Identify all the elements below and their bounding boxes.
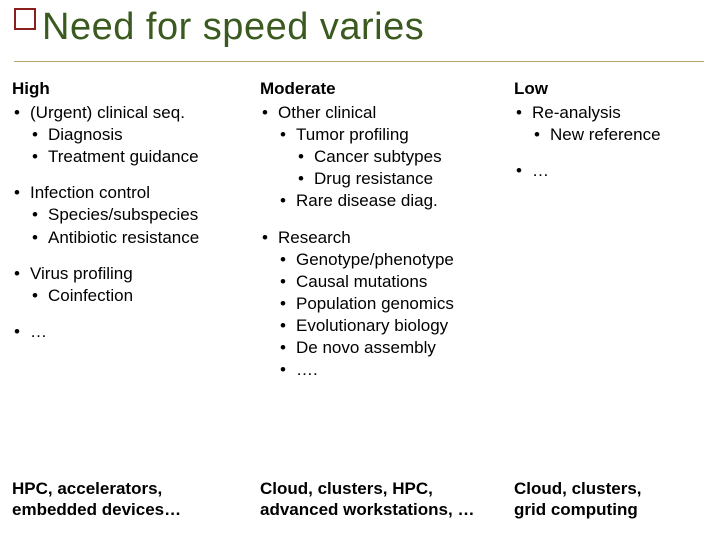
list-high: Infection control Species/subspecies Ant… bbox=[12, 182, 254, 248]
list-item: Population genomics bbox=[278, 293, 508, 315]
item-text: Antibiotic resistance bbox=[48, 228, 199, 247]
item-text: Diagnosis bbox=[48, 125, 123, 144]
column-low: Low Re-analysis New reference … bbox=[514, 78, 712, 381]
item-text: Coinfection bbox=[48, 286, 133, 305]
title-area: Need for speed varies bbox=[14, 6, 706, 64]
item-text: Other clinical bbox=[278, 103, 376, 122]
content-columns: High (Urgent) clinical seq. Diagnosis Tr… bbox=[12, 78, 712, 381]
list-item: Re-analysis New reference bbox=[514, 102, 712, 146]
footer-line: Cloud, clusters, bbox=[514, 478, 712, 499]
list-item: Tumor profiling Cancer subtypes Drug res… bbox=[278, 124, 508, 190]
list-high: … bbox=[12, 321, 254, 343]
item-text: Genotype/phenotype bbox=[296, 250, 454, 269]
list-item: New reference bbox=[532, 124, 712, 146]
footer-line: advanced workstations, … bbox=[260, 499, 514, 520]
footer-low: Cloud, clusters, grid computing bbox=[514, 478, 712, 521]
column-high-header: High bbox=[12, 78, 254, 100]
footer-row: HPC, accelerators, embedded devices… Clo… bbox=[12, 478, 712, 521]
list-item: (Urgent) clinical seq. Diagnosis Treatme… bbox=[12, 102, 254, 168]
list-low: … bbox=[514, 160, 712, 182]
item-text: Re-analysis bbox=[532, 103, 621, 122]
list-item: Species/subspecies bbox=[30, 204, 254, 226]
title-underline bbox=[14, 61, 704, 62]
item-text: Infection control bbox=[30, 183, 150, 202]
column-high: High (Urgent) clinical seq. Diagnosis Tr… bbox=[12, 78, 260, 381]
item-text: Tumor profiling bbox=[296, 125, 409, 144]
item-text: Virus profiling bbox=[30, 264, 133, 283]
list-moderate: Research Genotype/phenotype Causal mutat… bbox=[260, 227, 508, 382]
item-text: De novo assembly bbox=[296, 338, 436, 357]
list-item: …. bbox=[278, 359, 508, 381]
list-item: Diagnosis bbox=[30, 124, 254, 146]
item-text: Rare disease diag. bbox=[296, 191, 438, 210]
list-item: Antibiotic resistance bbox=[30, 227, 254, 249]
list-item: … bbox=[514, 160, 712, 182]
item-text: Population genomics bbox=[296, 294, 454, 313]
list-item: Treatment guidance bbox=[30, 146, 254, 168]
item-text: … bbox=[30, 322, 47, 341]
list-item: Virus profiling Coinfection bbox=[12, 263, 254, 307]
list-high: (Urgent) clinical seq. Diagnosis Treatme… bbox=[12, 102, 254, 168]
list-item: Research Genotype/phenotype Causal mutat… bbox=[260, 227, 508, 382]
item-text: Drug resistance bbox=[314, 169, 433, 188]
item-text: Cancer subtypes bbox=[314, 147, 442, 166]
column-moderate-header: Moderate bbox=[260, 78, 508, 100]
item-text: …. bbox=[296, 360, 318, 379]
list-low: Re-analysis New reference bbox=[514, 102, 712, 146]
item-text: … bbox=[532, 161, 549, 180]
slide-title: Need for speed varies bbox=[42, 6, 424, 49]
item-text: Causal mutations bbox=[296, 272, 427, 291]
list-item: De novo assembly bbox=[278, 337, 508, 359]
list-item: Coinfection bbox=[30, 285, 254, 307]
list-item: … bbox=[12, 321, 254, 343]
item-text: Evolutionary biology bbox=[296, 316, 448, 335]
item-text: Treatment guidance bbox=[48, 147, 199, 166]
slide: Need for speed varies High (Urgent) clin… bbox=[0, 0, 720, 540]
footer-line: HPC, accelerators, bbox=[12, 478, 260, 499]
footer-line: Cloud, clusters, HPC, bbox=[260, 478, 514, 499]
list-item: Infection control Species/subspecies Ant… bbox=[12, 182, 254, 248]
column-moderate: Moderate Other clinical Tumor profiling … bbox=[260, 78, 514, 381]
column-low-header: Low bbox=[514, 78, 712, 100]
item-text: Species/subspecies bbox=[48, 205, 198, 224]
footer-moderate: Cloud, clusters, HPC, advanced workstati… bbox=[260, 478, 514, 521]
item-text: (Urgent) clinical seq. bbox=[30, 103, 185, 122]
list-item: Cancer subtypes bbox=[296, 146, 508, 168]
item-text: Research bbox=[278, 228, 351, 247]
footer-line: embedded devices… bbox=[12, 499, 260, 520]
list-item: Rare disease diag. bbox=[278, 190, 508, 212]
list-item: Other clinical Tumor profiling Cancer su… bbox=[260, 102, 508, 212]
footer-line: grid computing bbox=[514, 499, 712, 520]
item-text: New reference bbox=[550, 125, 661, 144]
list-moderate: Other clinical Tumor profiling Cancer su… bbox=[260, 102, 508, 212]
list-high: Virus profiling Coinfection bbox=[12, 263, 254, 307]
list-item: Drug resistance bbox=[296, 168, 508, 190]
list-item: Causal mutations bbox=[278, 271, 508, 293]
accent-square-icon bbox=[14, 8, 36, 30]
footer-high: HPC, accelerators, embedded devices… bbox=[12, 478, 260, 521]
list-item: Genotype/phenotype bbox=[278, 249, 508, 271]
list-item: Evolutionary biology bbox=[278, 315, 508, 337]
